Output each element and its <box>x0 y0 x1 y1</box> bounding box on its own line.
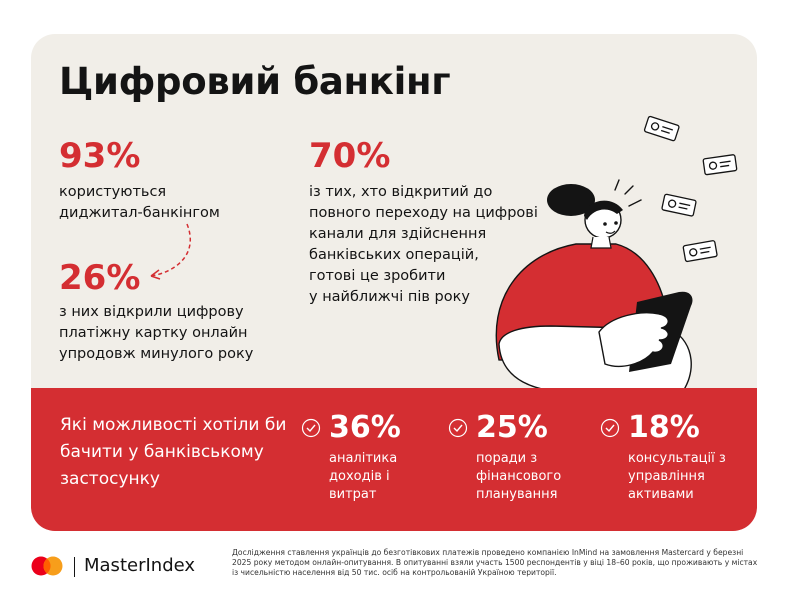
feature-36-text: аналітика доходів і витрат <box>329 451 398 502</box>
feature-36-percent: 36% <box>329 410 401 445</box>
check-badge-icon <box>301 418 321 438</box>
infographic-card: Цифровий банкінг 93% користуються диджит… <box>31 34 757 531</box>
feature-25-text: поради з фінансового планування <box>476 451 562 502</box>
stat-93-text: користуються диджитал-банкінгом <box>59 184 220 221</box>
dashed-arrow-icon <box>150 223 192 280</box>
check-badge-icon <box>448 418 468 438</box>
feature-25-percent: 25% <box>476 410 548 445</box>
feature-18-text: консультації з управління активами <box>628 451 726 502</box>
feature-18-percent: 18% <box>628 410 700 445</box>
survey-footnote: Дослідження ставлення українців до безго… <box>232 548 758 577</box>
mastercard-logo-icon <box>31 556 63 576</box>
stat-26-text: з них відкрили цифрову платіжну картку о… <box>59 304 254 362</box>
logo-divider <box>74 557 75 577</box>
brand-name: MasterIndex <box>84 555 196 576</box>
features-band: Які можливості хотіли би бачити у банків… <box>31 388 757 531</box>
features-question: Які можливості хотіли би бачити у банків… <box>60 415 287 489</box>
stat-70-text: із тих, хто відкритий до повного переход… <box>309 184 538 305</box>
check-badge-icon <box>600 418 620 438</box>
woman-with-phone-illustration <box>495 115 738 394</box>
stat-93-percent: 93% <box>59 136 141 176</box>
stat-70-percent: 70% <box>309 136 391 176</box>
receipt-icon <box>643 115 738 263</box>
stat-26-percent: 26% <box>59 258 141 298</box>
page-title: Цифровий банкінг <box>59 60 451 103</box>
